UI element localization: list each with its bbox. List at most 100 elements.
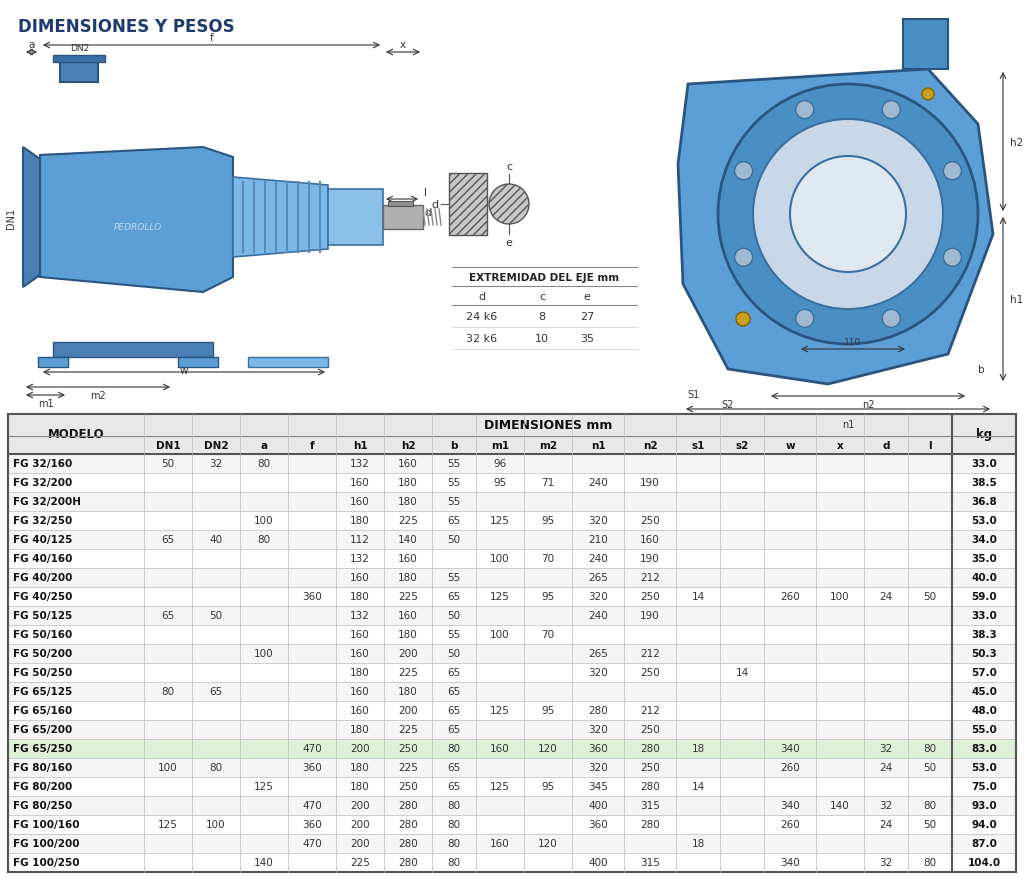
Text: 160: 160	[350, 629, 370, 640]
Text: 315: 315	[640, 857, 659, 867]
Text: 83.0: 83.0	[971, 743, 997, 753]
Circle shape	[883, 310, 900, 328]
Text: m2: m2	[90, 391, 105, 400]
Text: 95: 95	[542, 705, 555, 715]
Text: 125: 125	[490, 516, 510, 525]
Text: 160: 160	[398, 554, 418, 563]
Text: 100: 100	[490, 554, 510, 563]
Text: x: x	[400, 40, 407, 50]
Polygon shape	[178, 358, 218, 368]
Text: 38.5: 38.5	[971, 478, 997, 487]
Text: 200: 200	[350, 838, 370, 848]
Text: 65: 65	[447, 762, 461, 772]
Text: d: d	[432, 199, 439, 210]
Text: 225: 225	[398, 762, 418, 772]
Text: b: b	[451, 440, 458, 450]
Text: 48.0: 48.0	[971, 705, 997, 715]
Text: 96: 96	[494, 458, 507, 469]
Text: 100: 100	[254, 649, 273, 658]
Text: 250: 250	[640, 667, 659, 677]
Text: 8: 8	[539, 312, 546, 322]
Text: 80: 80	[924, 857, 937, 867]
Text: 240: 240	[588, 554, 608, 563]
Text: 250: 250	[640, 762, 659, 772]
Circle shape	[943, 162, 962, 181]
Text: 35.0: 35.0	[971, 554, 997, 563]
Text: 280: 280	[640, 819, 659, 829]
Circle shape	[922, 89, 934, 101]
Text: 34.0: 34.0	[971, 534, 997, 544]
Text: 50: 50	[924, 591, 937, 602]
Text: 33.0: 33.0	[971, 610, 997, 620]
Circle shape	[790, 157, 906, 273]
Text: 71: 71	[542, 478, 555, 487]
Text: 45.0: 45.0	[971, 687, 997, 696]
Text: 80: 80	[447, 857, 461, 867]
Text: 80: 80	[162, 687, 174, 696]
Text: FG 50/125: FG 50/125	[13, 610, 73, 620]
Text: 340: 340	[780, 800, 800, 810]
Text: 40: 40	[210, 534, 222, 544]
Text: 160: 160	[350, 687, 370, 696]
Circle shape	[943, 249, 962, 267]
Text: 94.0: 94.0	[971, 819, 997, 829]
Circle shape	[796, 102, 814, 120]
Text: l: l	[424, 188, 427, 198]
Text: FG 65/200: FG 65/200	[13, 724, 73, 734]
Text: 320: 320	[588, 516, 608, 525]
Text: 110: 110	[845, 338, 861, 346]
Text: DIMENSIONES Y PESOS: DIMENSIONES Y PESOS	[18, 18, 234, 36]
Text: 225: 225	[398, 591, 418, 602]
Text: 280: 280	[398, 819, 418, 829]
Text: 40.0: 40.0	[971, 572, 997, 582]
Text: 65: 65	[447, 781, 461, 791]
Text: 265: 265	[588, 572, 608, 582]
Text: s2: s2	[735, 440, 749, 450]
FancyBboxPatch shape	[328, 190, 383, 245]
Text: 470: 470	[302, 743, 322, 753]
Text: 32: 32	[880, 743, 893, 753]
Text: 240: 240	[588, 478, 608, 487]
Text: 65: 65	[447, 724, 461, 734]
Text: 65: 65	[447, 687, 461, 696]
Text: 120: 120	[539, 743, 558, 753]
Text: a: a	[260, 440, 267, 450]
Text: 360: 360	[588, 819, 608, 829]
Text: 125: 125	[490, 591, 510, 602]
Text: FG 50/250: FG 50/250	[13, 667, 73, 677]
Text: 95: 95	[494, 478, 507, 487]
Text: 100: 100	[158, 762, 178, 772]
Text: DN2: DN2	[71, 44, 90, 53]
Text: MODELO: MODELO	[48, 428, 104, 441]
Text: 32: 32	[880, 800, 893, 810]
Polygon shape	[248, 358, 328, 368]
Text: 190: 190	[640, 478, 659, 487]
Text: 200: 200	[398, 705, 418, 715]
Text: 100: 100	[830, 591, 850, 602]
Text: 87.0: 87.0	[971, 838, 997, 848]
Text: w: w	[180, 366, 188, 376]
Text: 55: 55	[447, 458, 461, 469]
FancyBboxPatch shape	[8, 493, 1016, 511]
Text: 200: 200	[350, 743, 370, 753]
Text: DN1: DN1	[6, 207, 16, 229]
FancyBboxPatch shape	[8, 568, 1016, 587]
Text: n1: n1	[842, 420, 854, 430]
Text: 280: 280	[398, 857, 418, 867]
Text: FG 80/160: FG 80/160	[13, 762, 73, 772]
Text: 160: 160	[398, 458, 418, 469]
Text: 80: 80	[447, 838, 461, 848]
Text: FG 100/160: FG 100/160	[13, 819, 80, 829]
Circle shape	[734, 249, 753, 267]
Text: 65: 65	[447, 591, 461, 602]
Text: 24 k6: 24 k6	[466, 312, 498, 322]
Text: 65: 65	[447, 516, 461, 525]
Text: 225: 225	[350, 857, 370, 867]
Text: 265: 265	[588, 649, 608, 658]
Text: 24: 24	[880, 762, 893, 772]
Text: 55.0: 55.0	[971, 724, 997, 734]
Text: 180: 180	[398, 687, 418, 696]
Text: 50: 50	[924, 819, 937, 829]
Text: 50: 50	[447, 534, 461, 544]
Text: a: a	[29, 40, 35, 50]
